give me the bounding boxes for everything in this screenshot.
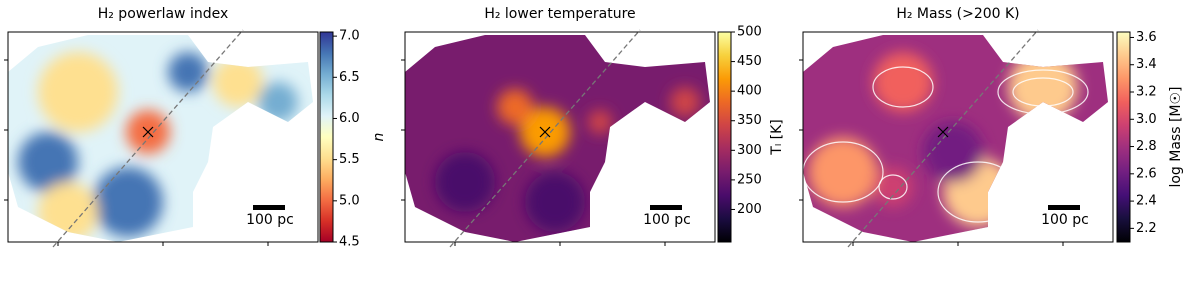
map-blob: [213, 57, 263, 107]
colorbar-tick-label: 5.5: [339, 152, 360, 167]
colorbar-label: log Mass [M☉]: [1168, 86, 1184, 187]
colorbar-tick-label: 6.0: [339, 111, 360, 126]
contour: [1012, 77, 1074, 107]
panel: H₂ Mass (>200 K) 100 pc 2.2 2.4 2.6 2.8 3.0 3.2…: [799, 6, 1184, 248]
contour: [937, 161, 1019, 223]
map-blob: [38, 182, 98, 242]
panel: H₂ lower temperature 100 pc 200 250 300 350 40…: [401, 6, 785, 248]
map: [405, 35, 710, 242]
colorbar-tick-label: 3.6: [1136, 30, 1157, 45]
map-blob: [525, 172, 585, 232]
center-marker: [539, 126, 551, 138]
colorbar-tick-label: 250: [737, 172, 762, 187]
scale-bar-label: 100 pc: [246, 212, 294, 228]
map: [8, 35, 313, 242]
map-structure: [435, 87, 700, 232]
map: [803, 35, 1108, 242]
colorbar-tick-label: 200: [737, 202, 762, 217]
map-blob: [923, 122, 983, 182]
center-marker: [937, 126, 949, 138]
map-blob: [258, 82, 298, 122]
panel-title: H₂ lower temperature: [484, 6, 635, 22]
map-blob: [873, 52, 933, 112]
map-blob: [168, 52, 208, 92]
map-blob: [18, 132, 78, 192]
cut-line: [847, 29, 1039, 248]
colorbar-label: Tₗ [K]: [769, 119, 785, 155]
map-blob: [93, 167, 163, 237]
contour: [997, 69, 1089, 115]
contour: [878, 174, 908, 200]
panel-title: H₂ powerlaw index: [98, 6, 229, 22]
colorbar-tick-label: 5.0: [339, 193, 360, 208]
colorbar-tick-label: 350: [737, 113, 762, 128]
colorbar: [717, 31, 732, 243]
contour: [872, 66, 934, 108]
map-blob: [38, 52, 118, 132]
map-blob: [497, 89, 533, 125]
colorbar-tick-label: 6.5: [339, 70, 360, 85]
colorbar-tick-label: 450: [737, 54, 762, 69]
scale-bar: [650, 205, 682, 210]
map-blob: [670, 87, 700, 117]
colorbar-tick-label: 3.0: [1136, 112, 1157, 127]
colorbar-tick-label: 400: [737, 84, 762, 99]
colorbar-label: n: [371, 133, 387, 142]
map-blob: [435, 152, 495, 212]
panel-title: H₂ Mass (>200 K): [896, 6, 1019, 22]
map-blob: [588, 110, 612, 134]
map-blob: [808, 137, 878, 207]
colorbar-tick-label: 7.0: [339, 29, 360, 44]
colorbar: [1116, 31, 1131, 243]
scale-bar-label: 100 pc: [643, 212, 691, 228]
colorbar-tick-label: 3.2: [1136, 85, 1157, 100]
map-blob: [1008, 52, 1078, 122]
colorbar-tick-label: 4.5: [339, 235, 360, 250]
scale-bar: [1048, 205, 1080, 210]
colorbar-tick-label: 2.8: [1136, 139, 1157, 154]
scale-bar-label: 100 pc: [1041, 212, 1089, 228]
colorbar-tick-label: 500: [737, 25, 762, 40]
colorbar-tick-label: 3.4: [1136, 57, 1157, 72]
map-structure: [18, 52, 298, 242]
colorbar-tick-label: 2.6: [1136, 166, 1157, 181]
colorbar-tick-label: 2.2: [1136, 221, 1157, 236]
colorbar-tick-label: 2.4: [1136, 194, 1157, 209]
center-marker: [142, 126, 154, 138]
cut-line: [52, 29, 244, 248]
cut-line: [449, 29, 641, 248]
colorbar: [319, 31, 334, 243]
colorbar-tick-label: 300: [737, 143, 762, 158]
scale-bar: [253, 205, 285, 210]
panel: H₂ powerlaw index 100 pc 4.5 5.0 5.5 6.0 6.5 7.…: [4, 6, 387, 250]
